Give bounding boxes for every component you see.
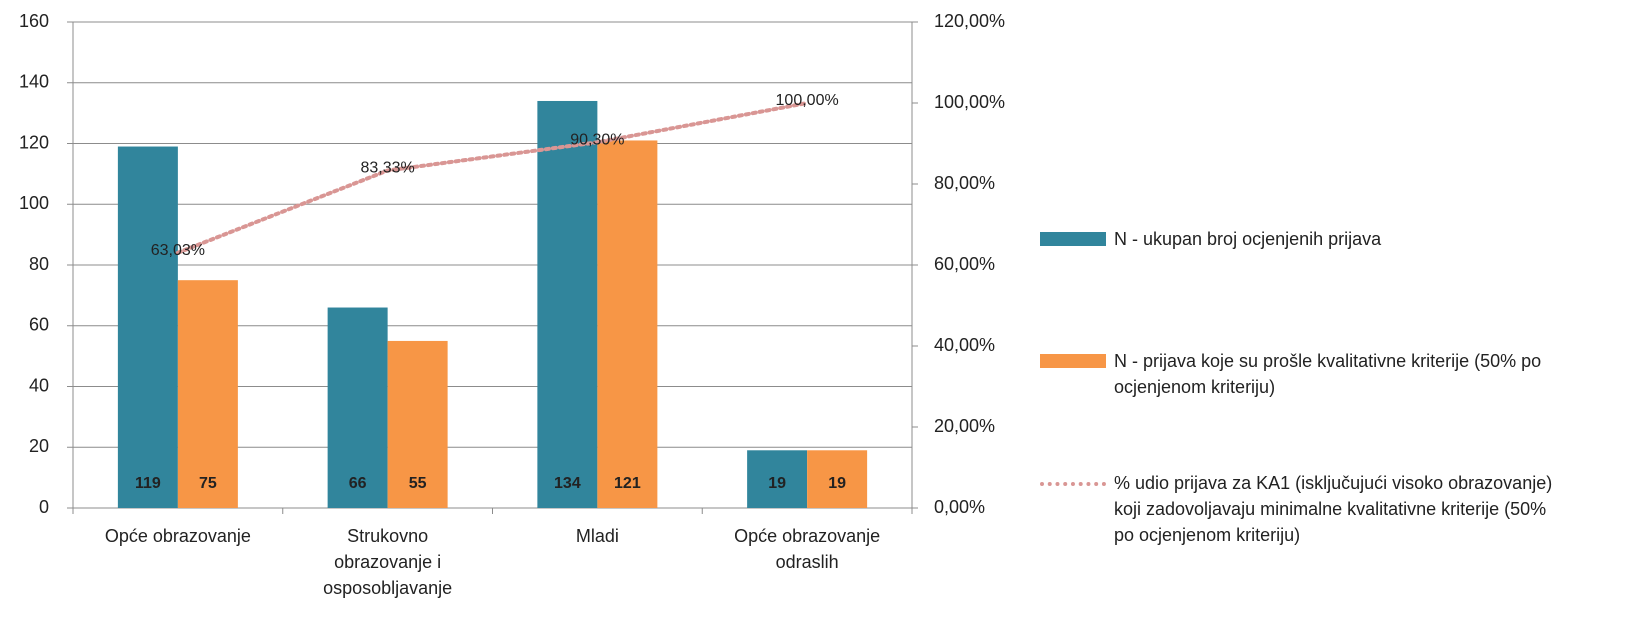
y2-tick-label: 80,00%	[934, 173, 995, 193]
data-label: 119	[135, 475, 161, 492]
y-tick-label: 120	[19, 132, 49, 152]
line-label: 63,03%	[151, 242, 205, 259]
y2-tick-label: 120,00%	[934, 11, 1005, 31]
y-tick-label: 100	[19, 193, 49, 213]
y-tick-label: 60	[29, 315, 49, 335]
legend-swatch	[1040, 482, 1106, 486]
data-label: 121	[614, 475, 641, 492]
x-tick-label: Opće obrazovanje odraslih	[734, 526, 881, 572]
y2-tick-label: 0,00%	[934, 497, 985, 517]
y-tick-label: 40	[29, 375, 49, 395]
y2-tick-label: 20,00%	[934, 416, 995, 436]
legend-label: N - prijava koje su prošle kvalitativne …	[1114, 351, 1542, 397]
bar	[807, 450, 868, 508]
bar	[327, 307, 388, 508]
y-tick-label: 160	[19, 11, 49, 31]
x-tick-label: Strukovno obrazovanje i osposobljavanje	[323, 526, 453, 598]
y-tick-label: 0	[39, 497, 49, 517]
bar	[747, 450, 808, 508]
legend-swatch	[1040, 354, 1106, 368]
line-series	[175, 101, 810, 255]
x-tick-label: Mladi	[575, 526, 619, 546]
bar	[177, 280, 238, 508]
data-label: 19	[828, 475, 846, 492]
legend-entry: N - ukupan broj ocjenjenih prijava	[1040, 226, 1580, 252]
y2-tick-label: 60,00%	[934, 254, 995, 274]
data-label: 75	[199, 475, 217, 492]
y-tick-label: 140	[19, 72, 49, 92]
line-label: 100,00%	[776, 92, 839, 109]
legend-swatch	[1040, 232, 1106, 246]
bar	[117, 146, 178, 508]
bar	[597, 140, 658, 508]
data-label: 55	[409, 475, 427, 492]
y2-tick-label: 40,00%	[934, 335, 995, 355]
line-label: 83,33%	[360, 160, 414, 177]
data-label: 19	[768, 475, 786, 492]
legend-entry: % udio prijava za KA1 (isključujući viso…	[1040, 470, 1580, 548]
line-label: 90,30%	[570, 132, 624, 149]
bar	[387, 340, 448, 508]
data-label: 134	[554, 475, 581, 492]
legend-label: % udio prijava za KA1 (isključujući viso…	[1114, 473, 1553, 545]
data-label: 66	[349, 475, 367, 492]
y-tick-label: 80	[29, 254, 49, 274]
x-tick-label: Opće obrazovanje	[104, 526, 251, 546]
y-tick-label: 20	[29, 436, 49, 456]
legend-label: N - ukupan broj ocjenjenih prijava	[1114, 229, 1382, 249]
bar	[537, 100, 598, 508]
legend-entry: N - prijava koje su prošle kvalitativne …	[1040, 348, 1580, 400]
y2-tick-label: 100,00%	[934, 92, 1005, 112]
